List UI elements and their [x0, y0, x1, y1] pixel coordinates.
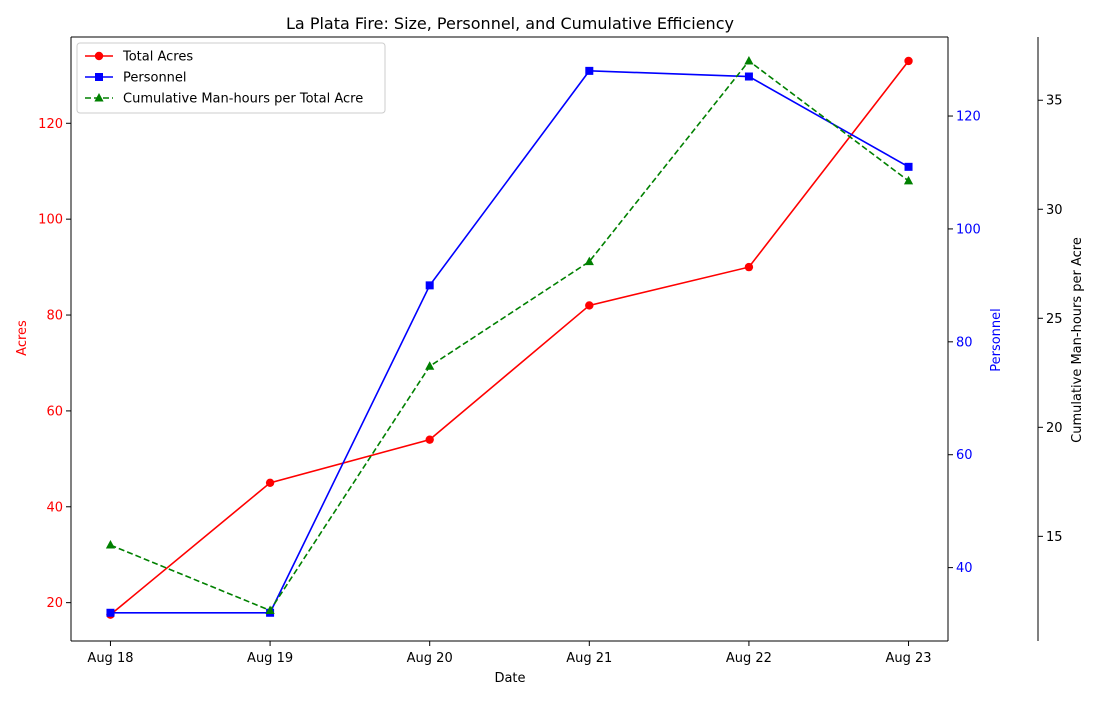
data-point-personnel [585, 66, 594, 75]
y-manhours-tick-label: 25 [1046, 312, 1063, 327]
y-axis-label-manhours: Cumulative Man-hours per Acre [1070, 237, 1085, 443]
data-point-personnel [106, 608, 115, 617]
y-acres-tick-label: 100 [38, 213, 63, 228]
x-tick-label: Aug 20 [407, 651, 453, 666]
data-point-acres [265, 478, 275, 488]
x-tick-label: Aug 21 [566, 651, 612, 666]
data-point-personnel [425, 281, 434, 290]
series-line-manhours [110, 59, 910, 612]
legend-marker-personnel [95, 73, 103, 81]
data-point-personnel [904, 162, 913, 171]
y-personnel-tick-label: 100 [956, 222, 981, 237]
data-point-manhours [903, 175, 914, 185]
data-point-manhours [265, 605, 275, 614]
x-tick-label: Aug 22 [726, 651, 772, 666]
legend-label-acres: Total Acres [122, 50, 193, 65]
legend: Total Acres Personnel Cumulative Man-hours… [76, 42, 386, 114]
y-manhours-tick-label: 15 [1046, 530, 1063, 545]
y-personnel-tick-label: 120 [956, 110, 981, 125]
y-axis-label-acres: Acres [15, 320, 30, 356]
data-point-manhours [425, 361, 435, 370]
y-personnel-tick-label: 60 [956, 448, 973, 463]
data-point-acres [744, 262, 754, 272]
y-axis-label-personnel: Personnel [989, 308, 1004, 372]
x-tick-label: Aug 18 [87, 651, 133, 666]
y-manhours-tick-label: 20 [1046, 421, 1063, 436]
plot-layer: Aug 18 Aug 19 Aug 20 Aug 21 Aug 22 Aug 23 20 40… [38, 36, 1063, 666]
series-line-personnel [110, 70, 909, 614]
data-point-manhours [105, 540, 116, 549]
legend-label-personnel: Personnel [123, 71, 187, 86]
chart-title: La Plata Fire: Size, Personnel, and Cumu… [286, 14, 734, 33]
legend-marker-acres [94, 51, 104, 61]
data-point-personnel [744, 72, 753, 81]
x-tick-label: Aug 23 [886, 651, 932, 666]
y-acres-tick-label: 60 [46, 404, 63, 419]
data-point-acres [904, 56, 913, 66]
legend-marker-manhours [94, 93, 104, 102]
y-acres-tick-label: 40 [46, 500, 63, 515]
y-acres-tick-label: 120 [38, 117, 63, 132]
y-manhours-tick-label: 35 [1046, 94, 1063, 109]
y-acres-tick-label: 80 [46, 309, 63, 324]
series-line-acres [109, 60, 910, 616]
y-personnel-tick-label: 80 [956, 335, 973, 350]
x-tick-label: Aug 19 [247, 651, 293, 666]
legend-box [76, 42, 386, 114]
y-acres-tick-label: 20 [46, 596, 63, 611]
y-personnel-tick-label: 40 [956, 561, 973, 576]
data-point-acres [585, 301, 594, 310]
x-axis-label: Date [494, 671, 525, 686]
data-point-acres [425, 435, 434, 444]
data-point-manhours [744, 55, 754, 65]
y-manhours-tick-label: 30 [1046, 203, 1063, 218]
data-point-manhours [584, 256, 594, 266]
legend-label-manhours: Cumulative Man-hours per Total Acre [123, 92, 363, 107]
